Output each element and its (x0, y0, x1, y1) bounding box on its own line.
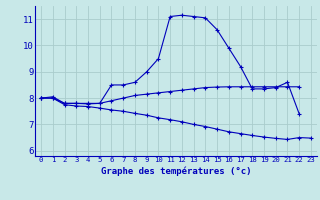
X-axis label: Graphe des températures (°c): Graphe des températures (°c) (101, 166, 251, 176)
